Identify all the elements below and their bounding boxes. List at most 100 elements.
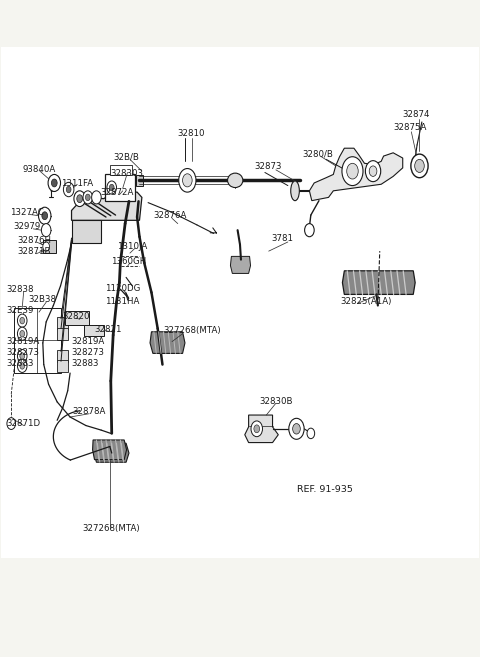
Text: 32871B: 32871B — [17, 248, 50, 256]
Polygon shape — [94, 443, 129, 463]
Text: 1311FA: 1311FA — [60, 179, 93, 187]
Text: 32B/B: 32B/B — [113, 152, 139, 162]
Text: 327268(MTA): 327268(MTA) — [163, 326, 221, 335]
Polygon shape — [126, 292, 129, 300]
Circle shape — [20, 317, 24, 324]
Circle shape — [92, 191, 101, 204]
Bar — [136, 175, 143, 185]
Circle shape — [293, 424, 300, 434]
Circle shape — [182, 173, 192, 187]
Circle shape — [17, 359, 27, 373]
Circle shape — [51, 179, 57, 187]
Circle shape — [411, 154, 428, 177]
Text: 32883: 32883 — [71, 359, 98, 368]
Circle shape — [415, 160, 424, 173]
Text: 32810: 32810 — [178, 129, 205, 139]
Circle shape — [289, 419, 304, 440]
Text: 1120DG: 1120DG — [105, 284, 141, 293]
Text: 32821: 32821 — [94, 325, 121, 334]
Ellipse shape — [228, 173, 243, 187]
Circle shape — [365, 161, 381, 181]
Text: 32838: 32838 — [6, 284, 34, 294]
Text: 3781: 3781 — [271, 235, 293, 243]
Text: 1310JA: 1310JA — [117, 242, 147, 251]
Circle shape — [20, 363, 24, 369]
Circle shape — [17, 314, 27, 327]
Polygon shape — [342, 271, 415, 294]
Text: 32872A: 32872A — [100, 189, 133, 197]
Circle shape — [342, 157, 363, 185]
Circle shape — [251, 421, 263, 437]
Circle shape — [74, 191, 85, 206]
Polygon shape — [150, 332, 185, 353]
Text: 328273: 328273 — [71, 348, 104, 357]
Circle shape — [17, 327, 27, 340]
Circle shape — [17, 350, 27, 363]
Circle shape — [307, 428, 315, 439]
Text: 328303: 328303 — [111, 169, 144, 177]
Text: 1327AC: 1327AC — [10, 208, 44, 217]
Polygon shape — [230, 256, 251, 273]
Polygon shape — [310, 148, 403, 200]
Text: 32873: 32873 — [254, 162, 282, 171]
Polygon shape — [245, 415, 278, 443]
Circle shape — [254, 425, 260, 433]
Polygon shape — [72, 220, 101, 243]
Circle shape — [7, 418, 15, 430]
Text: 327268(MTA): 327268(MTA) — [82, 524, 140, 533]
Circle shape — [66, 186, 71, 193]
Bar — [57, 328, 68, 340]
Circle shape — [347, 164, 358, 179]
Text: 32876H: 32876H — [17, 236, 51, 244]
Bar — [57, 360, 68, 372]
Circle shape — [107, 181, 117, 194]
Bar — [57, 317, 68, 329]
Bar — [57, 350, 68, 362]
Text: 3280/B: 3280/B — [302, 149, 333, 158]
Text: 32883: 32883 — [6, 359, 34, 368]
Text: 1131HA: 1131HA — [105, 296, 139, 306]
Circle shape — [305, 223, 314, 237]
Text: 32B38: 32B38 — [28, 295, 57, 304]
Circle shape — [42, 212, 48, 219]
Bar — [65, 311, 89, 325]
Circle shape — [41, 223, 51, 237]
Text: 32871D: 32871D — [6, 419, 41, 428]
Text: 32830B: 32830B — [259, 397, 293, 406]
Bar — [0, 47, 480, 558]
Circle shape — [38, 207, 51, 224]
Circle shape — [109, 184, 114, 191]
Polygon shape — [72, 192, 142, 220]
Text: 32979: 32979 — [13, 223, 41, 231]
Text: 93840A: 93840A — [22, 166, 56, 174]
Text: 32876A: 32876A — [154, 212, 187, 220]
Text: 32874: 32874 — [403, 110, 430, 119]
Text: 32878A: 32878A — [72, 407, 106, 417]
Bar — [14, 307, 61, 373]
Text: REF. 91-935: REF. 91-935 — [298, 486, 353, 494]
Text: 32E39: 32E39 — [6, 306, 34, 315]
Circle shape — [20, 330, 24, 337]
Circle shape — [83, 191, 93, 204]
Text: 328273: 328273 — [6, 348, 39, 357]
Circle shape — [20, 353, 24, 359]
Text: 32820: 32820 — [62, 312, 89, 321]
Bar — [84, 325, 104, 336]
Circle shape — [63, 182, 74, 196]
Bar — [105, 173, 135, 201]
Circle shape — [48, 174, 60, 191]
Bar — [43, 240, 56, 253]
Polygon shape — [93, 440, 127, 460]
Text: 32819A: 32819A — [6, 336, 40, 346]
Circle shape — [369, 166, 377, 176]
Circle shape — [179, 169, 196, 192]
Circle shape — [77, 194, 83, 202]
Text: 32875A: 32875A — [393, 123, 427, 132]
Text: 32819A: 32819A — [71, 336, 104, 346]
Ellipse shape — [291, 181, 300, 200]
Bar — [110, 165, 132, 175]
Text: 32825(A1A): 32825(A1A) — [340, 296, 392, 306]
Text: 1360GH: 1360GH — [111, 257, 146, 265]
Circle shape — [43, 242, 49, 251]
Circle shape — [85, 194, 90, 200]
